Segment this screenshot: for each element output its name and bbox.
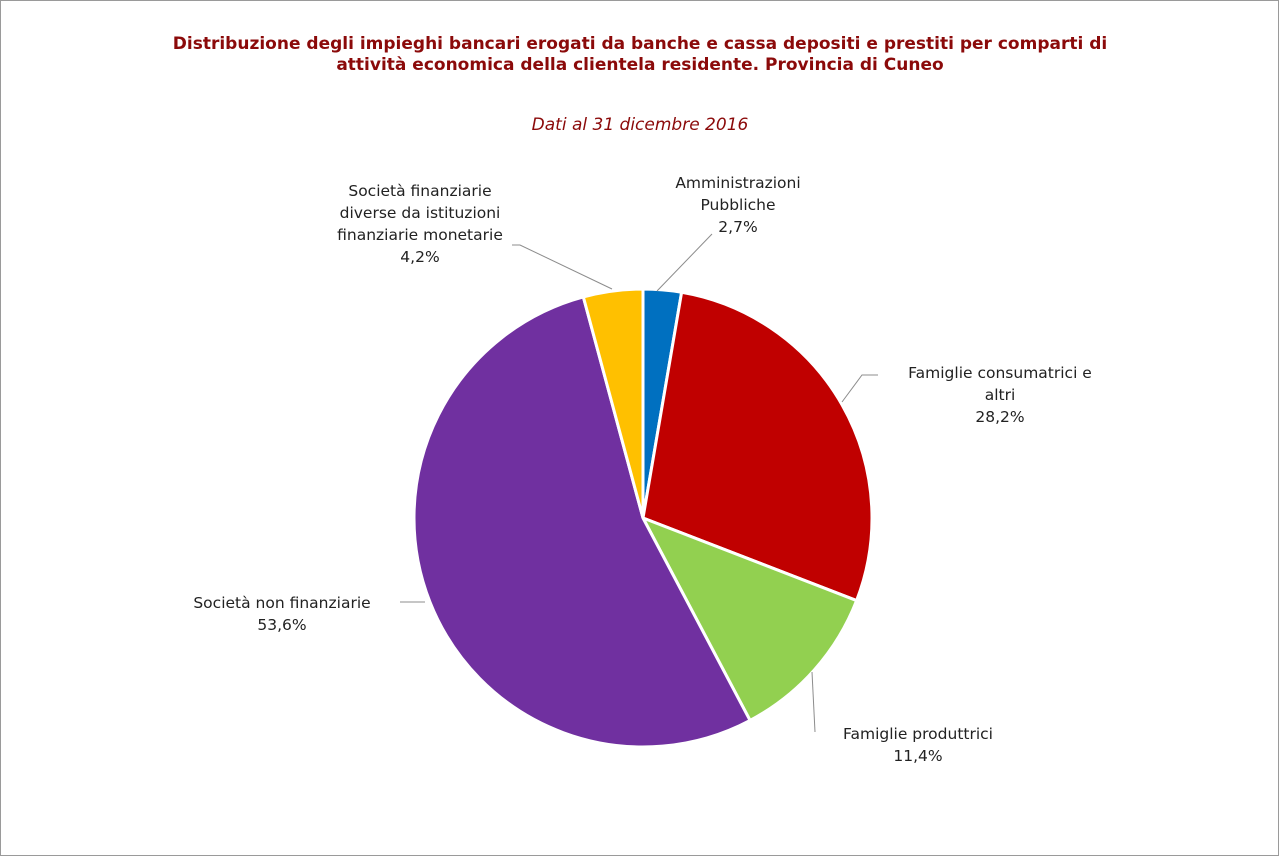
value-label: 28,2% [975, 408, 1025, 426]
value-label: 4,2% [400, 248, 440, 266]
pie-slice [412, 295, 753, 749]
category-label: Famiglie consumatrici e altri [908, 364, 1092, 404]
leader-line [656, 233, 713, 292]
category-label: Famiglie produttrici [843, 725, 993, 743]
slice-label: Società finanziarie diverse da istituzio… [325, 180, 515, 268]
chart-title: Distribuzione degli impieghi bancari ero… [172, 34, 1108, 75]
chart-subtitle: Dati al 31 dicembre 2016 [531, 115, 749, 135]
pie-slice [581, 287, 645, 519]
pie-slice [641, 290, 874, 603]
slice-label: Amministrazioni Pubbliche 2,7% [663, 172, 813, 238]
category-label: Società finanziarie diverse da istituzio… [337, 182, 503, 244]
value-label: 11,4% [893, 747, 943, 765]
slice-label: Società non finanziarie 53,6% [152, 592, 412, 636]
pie-slice [639, 515, 859, 723]
leader-line [811, 671, 816, 733]
slice-label: Famiglie consumatrici e altri 28,2% [900, 362, 1100, 428]
leader-line [512, 244, 613, 290]
value-label: 53,6% [257, 616, 307, 634]
slice-label: Famiglie produttrici 11,4% [798, 723, 1038, 767]
category-label: Società non finanziarie [193, 594, 371, 612]
category-label: Amministrazioni Pubbliche [675, 174, 801, 214]
value-label: 2,7% [718, 218, 758, 236]
leader-line [841, 374, 878, 403]
